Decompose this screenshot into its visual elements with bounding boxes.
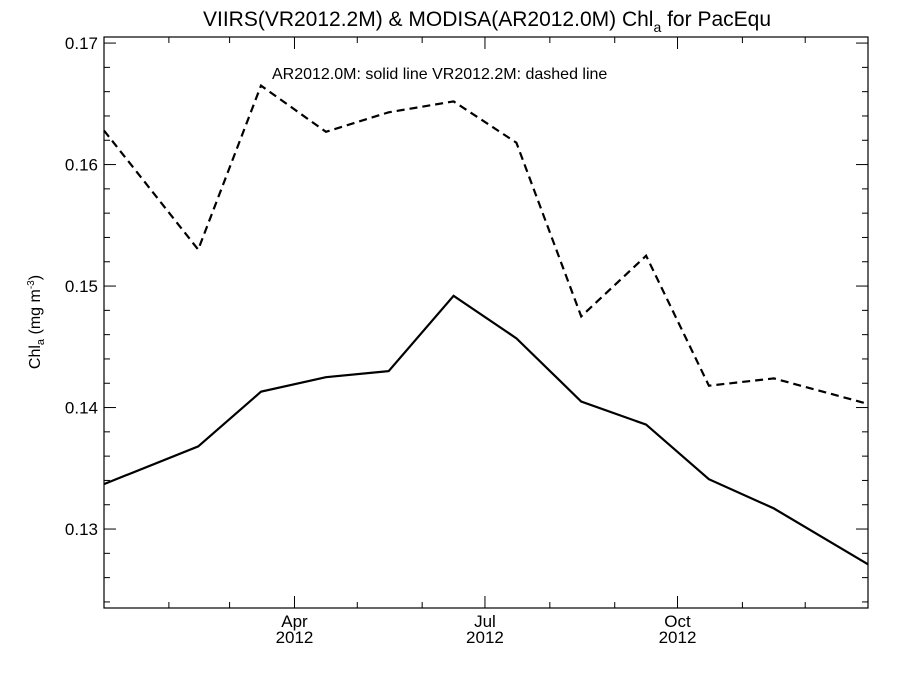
y-axis-ticks: 0.13 0.14 0.15 0.16 0.17 bbox=[65, 34, 868, 603]
chart-title: VIIRS(VR2012.2M) & MODISA(AR2012.0M) Chl… bbox=[203, 8, 771, 35]
x-tick-label-month: Apr bbox=[281, 612, 308, 631]
y-tick-label: 0.15 bbox=[65, 277, 98, 296]
chart-title-main: VIIRS(VR2012.2M) & MODISA(AR2012.0M) Chl bbox=[203, 8, 653, 31]
series-line-ar2012-0m bbox=[103, 294, 869, 566]
y-axis-label-subscript: a bbox=[35, 338, 47, 345]
x-tick-label-year: 2012 bbox=[466, 628, 504, 647]
series-lines bbox=[103, 83, 869, 566]
chart-title-suffix: for PacEqu bbox=[661, 8, 771, 31]
x-tick-label-year: 2012 bbox=[659, 628, 697, 647]
chart-title-subscript: a bbox=[653, 19, 661, 35]
y-axis-label-main: Chl bbox=[27, 345, 44, 369]
y-tick-label: 0.17 bbox=[65, 34, 98, 53]
x-tick-label-month: Jul bbox=[474, 612, 496, 631]
y-tick-label: 0.16 bbox=[65, 156, 98, 175]
y-tick-label: 0.14 bbox=[65, 399, 98, 418]
y-tick-label: 0.13 bbox=[65, 520, 98, 539]
legend-annotation: AR2012.0M: solid line VR2012.2M: dashed … bbox=[272, 66, 607, 83]
y-axis-label-superscript: -3 bbox=[26, 280, 37, 289]
plot-frame bbox=[103, 36, 869, 609]
series-line-vr2012-2m bbox=[103, 83, 869, 405]
y-axis-label-close: ) bbox=[27, 275, 44, 280]
x-tick-label-year: 2012 bbox=[276, 628, 314, 647]
x-tick-label-month: Oct bbox=[664, 612, 691, 631]
y-axis-label-unit: (mg m bbox=[27, 289, 44, 339]
y-axis-label: Chla (mg m-3) bbox=[26, 275, 47, 369]
